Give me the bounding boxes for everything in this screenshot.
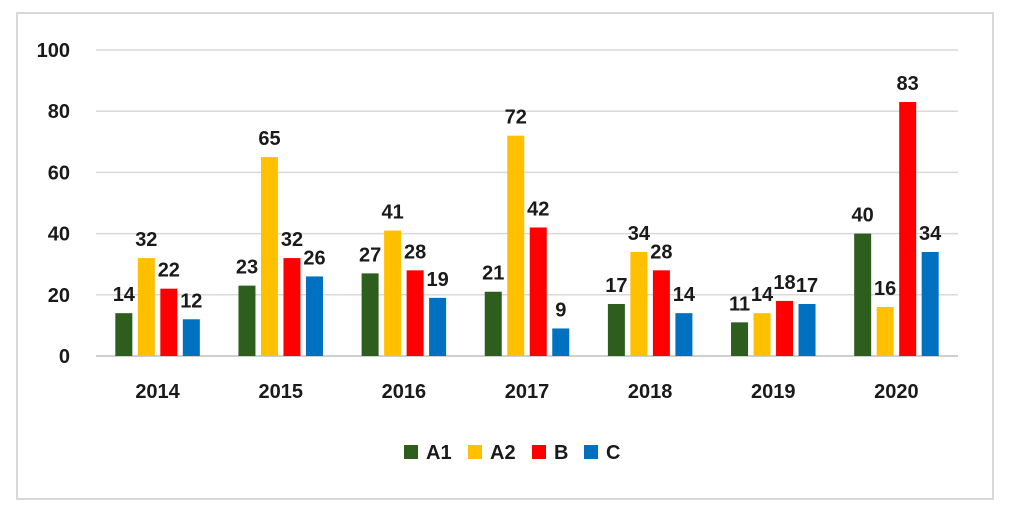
y-tick-label: 100: [37, 40, 70, 62]
data-label: 17: [605, 275, 627, 297]
data-label: 14: [673, 284, 696, 306]
bar-a2-2020: [876, 307, 894, 356]
x-tick-label: 2020: [874, 381, 919, 403]
bar-a1-2014: [115, 313, 133, 356]
legend-swatch-c: [584, 445, 598, 459]
x-tick-label: 2018: [628, 381, 673, 403]
legend-label-b: B: [554, 442, 568, 464]
data-label: 34: [628, 223, 651, 245]
bar-c-2014: [182, 319, 200, 356]
data-label: 16: [874, 278, 896, 300]
data-label: 9: [555, 299, 566, 321]
bar-c-2015: [305, 276, 323, 356]
bar-a2-2018: [630, 251, 648, 356]
bar-a2-2015: [260, 157, 278, 356]
legend-label-a1: A1: [426, 442, 452, 464]
legend-swatch-a1: [404, 445, 418, 459]
data-label: 11: [729, 293, 750, 315]
x-tick-label: 2015: [258, 381, 303, 403]
x-axis-ticks: 2014 2015 2016 2017 2018 2019 2020: [135, 381, 918, 403]
data-label: 27: [359, 244, 381, 266]
x-tick-label: 2019: [751, 381, 796, 403]
data-label: 42: [527, 198, 549, 220]
bar-a1-2018: [607, 303, 625, 356]
data-label: 26: [303, 247, 325, 269]
bar-a1-2017: [484, 291, 502, 356]
bar-c-2016: [429, 297, 447, 356]
bar-a1-2015: [238, 285, 256, 356]
data-label: 19: [426, 269, 448, 291]
data-label: 14: [751, 284, 774, 306]
legend: A1 A2 B C: [404, 442, 620, 464]
legend-label-a2: A2: [490, 442, 516, 464]
bar-b-2015: [283, 258, 301, 356]
data-label: 12: [180, 290, 202, 312]
x-tick-label: 2014: [135, 381, 180, 403]
bar-b-2017: [529, 227, 547, 356]
y-tick-label: 80: [48, 101, 70, 123]
legend-swatch-a2: [468, 445, 482, 459]
bar-c-2019: [798, 303, 816, 356]
legend-swatch-b: [532, 445, 546, 459]
bar-a1-2020: [854, 233, 872, 356]
bar-c-2020: [921, 251, 939, 356]
data-label: 72: [505, 107, 527, 129]
x-tick-label: 2016: [382, 381, 427, 403]
data-label: 32: [281, 229, 303, 251]
data-label: 21: [482, 263, 504, 285]
data-label: 32: [135, 229, 157, 251]
y-tick-label: 60: [48, 162, 70, 184]
bar-b-2018: [652, 270, 670, 356]
bar-b-2019: [776, 300, 794, 356]
y-tick-label: 0: [59, 346, 70, 368]
data-label: 65: [258, 128, 280, 150]
bar-c-2017: [552, 328, 570, 356]
data-label: 40: [852, 205, 874, 227]
bar-a2-2016: [384, 230, 402, 356]
y-axis-ticks: 0 20 40 60 80 100: [37, 40, 70, 368]
bar-a1-2019: [731, 322, 749, 356]
bar-a2-2017: [507, 135, 525, 356]
legend-label-c: C: [606, 442, 620, 464]
data-label: 28: [650, 241, 672, 263]
y-tick-label: 20: [48, 285, 70, 307]
bar-b-2020: [899, 102, 917, 357]
x-tick-label: 2017: [505, 381, 550, 403]
bar-b-2016: [406, 270, 424, 356]
data-label: 22: [158, 260, 180, 282]
data-label: 23: [236, 257, 258, 279]
data-label: 17: [796, 275, 818, 297]
bar-c-2018: [675, 313, 693, 356]
data-label: 83: [897, 73, 919, 95]
data-label: 28: [404, 241, 426, 263]
bar-b-2014: [160, 288, 178, 356]
data-label: 34: [919, 223, 942, 245]
bar-a2-2014: [137, 258, 155, 356]
data-label: 18: [773, 272, 795, 294]
data-label: 41: [381, 202, 403, 224]
bar-a1-2016: [361, 273, 379, 356]
data-label: 14: [113, 284, 136, 306]
bars: [115, 102, 939, 357]
y-tick-label: 40: [48, 224, 70, 246]
chart-frame: 0 20 40 60 80 100 14 32 22 12 23 65 32 26 27 41 28 19 21 7…: [16, 12, 994, 500]
bar-a2-2019: [753, 313, 771, 356]
